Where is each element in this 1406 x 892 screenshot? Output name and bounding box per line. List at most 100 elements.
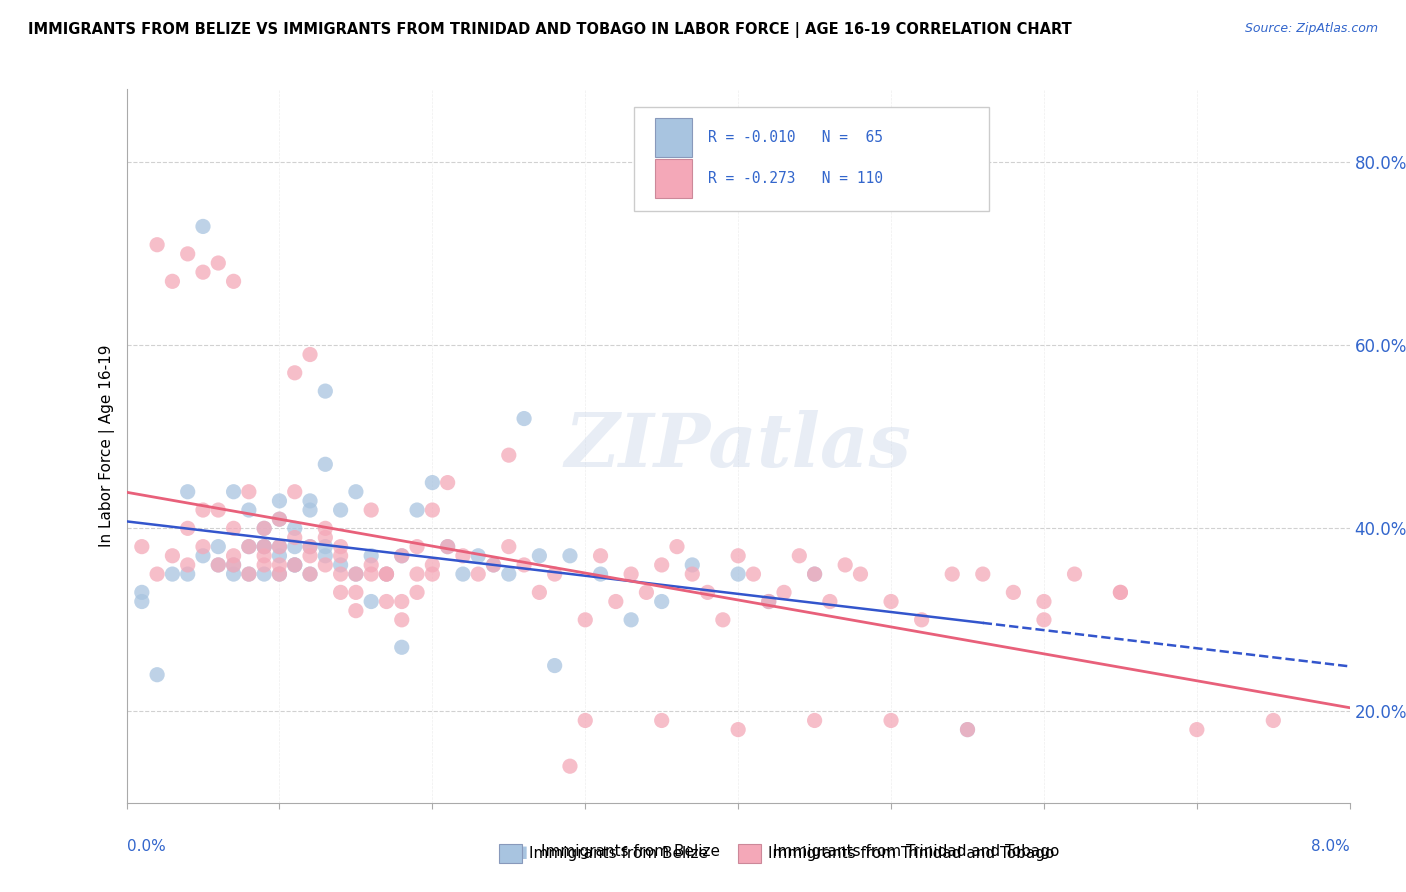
- Point: [222, 558, 245, 572]
- Point: [758, 594, 780, 608]
- Point: [222, 521, 245, 535]
- Point: [360, 549, 382, 563]
- Point: [299, 567, 322, 582]
- Point: [681, 558, 703, 572]
- Point: [162, 549, 184, 563]
- Point: [436, 475, 458, 490]
- Point: [406, 503, 429, 517]
- Point: [284, 558, 307, 572]
- Point: [422, 558, 444, 572]
- Point: [269, 567, 291, 582]
- Point: [467, 549, 489, 563]
- Point: [314, 549, 336, 563]
- Point: [605, 594, 627, 608]
- Point: [238, 484, 260, 499]
- Point: [375, 594, 398, 608]
- Point: [299, 540, 322, 554]
- Point: [803, 714, 825, 728]
- Point: [314, 384, 336, 398]
- Point: [146, 567, 169, 582]
- Point: [314, 531, 336, 545]
- Point: [787, 549, 810, 563]
- Point: [253, 567, 276, 582]
- Point: [222, 484, 245, 499]
- Point: [513, 411, 536, 425]
- Point: [253, 540, 276, 554]
- Point: [391, 594, 413, 608]
- Point: [620, 613, 643, 627]
- Point: [880, 714, 903, 728]
- Point: [375, 567, 398, 582]
- Point: [344, 484, 367, 499]
- Point: [422, 475, 444, 490]
- Point: [269, 540, 291, 554]
- Point: [1063, 567, 1085, 582]
- Point: [177, 247, 200, 261]
- Point: [1263, 714, 1285, 728]
- Point: [375, 567, 398, 582]
- Point: [375, 567, 398, 582]
- Point: [284, 558, 307, 572]
- Point: [284, 366, 307, 380]
- Point: [177, 521, 200, 535]
- FancyBboxPatch shape: [634, 107, 988, 211]
- Point: [284, 521, 307, 535]
- Point: [222, 558, 245, 572]
- Point: [314, 458, 336, 472]
- Point: [207, 558, 229, 572]
- Point: [574, 714, 596, 728]
- Point: [803, 567, 825, 582]
- Point: [1185, 723, 1208, 737]
- Point: [360, 558, 382, 572]
- Point: [711, 613, 734, 627]
- Point: [269, 549, 291, 563]
- Point: [589, 567, 612, 582]
- Point: [269, 512, 291, 526]
- Point: [360, 503, 382, 517]
- Point: [451, 549, 474, 563]
- Point: [391, 549, 413, 563]
- Point: [436, 540, 458, 554]
- Point: [191, 219, 214, 234]
- Point: [956, 723, 979, 737]
- Point: [344, 585, 367, 599]
- Point: [238, 567, 260, 582]
- Point: [177, 558, 200, 572]
- Point: [207, 540, 229, 554]
- Point: [956, 723, 979, 737]
- Point: [558, 549, 581, 563]
- Point: [191, 549, 214, 563]
- Point: [880, 594, 903, 608]
- Point: [222, 567, 245, 582]
- Point: [498, 448, 520, 462]
- Point: [222, 549, 245, 563]
- Point: [269, 558, 291, 572]
- Point: [146, 667, 169, 681]
- Point: [253, 540, 276, 554]
- Point: [299, 347, 322, 361]
- Point: [131, 585, 153, 599]
- Text: Immigrants from Belize: Immigrants from Belize: [529, 847, 707, 861]
- Point: [314, 540, 336, 554]
- Point: [269, 494, 291, 508]
- Point: [177, 567, 200, 582]
- Point: [818, 594, 841, 608]
- Point: [406, 540, 429, 554]
- Point: [651, 558, 673, 572]
- Point: [636, 585, 658, 599]
- Point: [666, 540, 689, 554]
- Point: [406, 567, 429, 582]
- Point: [834, 558, 856, 572]
- Point: [329, 558, 352, 572]
- Point: [513, 558, 536, 572]
- Point: [329, 540, 352, 554]
- Point: [391, 549, 413, 563]
- Point: [299, 549, 322, 563]
- Point: [803, 567, 825, 582]
- Point: [543, 658, 565, 673]
- Point: [191, 265, 214, 279]
- Point: [498, 540, 520, 554]
- Point: [1032, 613, 1054, 627]
- Point: [543, 567, 565, 582]
- Point: [329, 585, 352, 599]
